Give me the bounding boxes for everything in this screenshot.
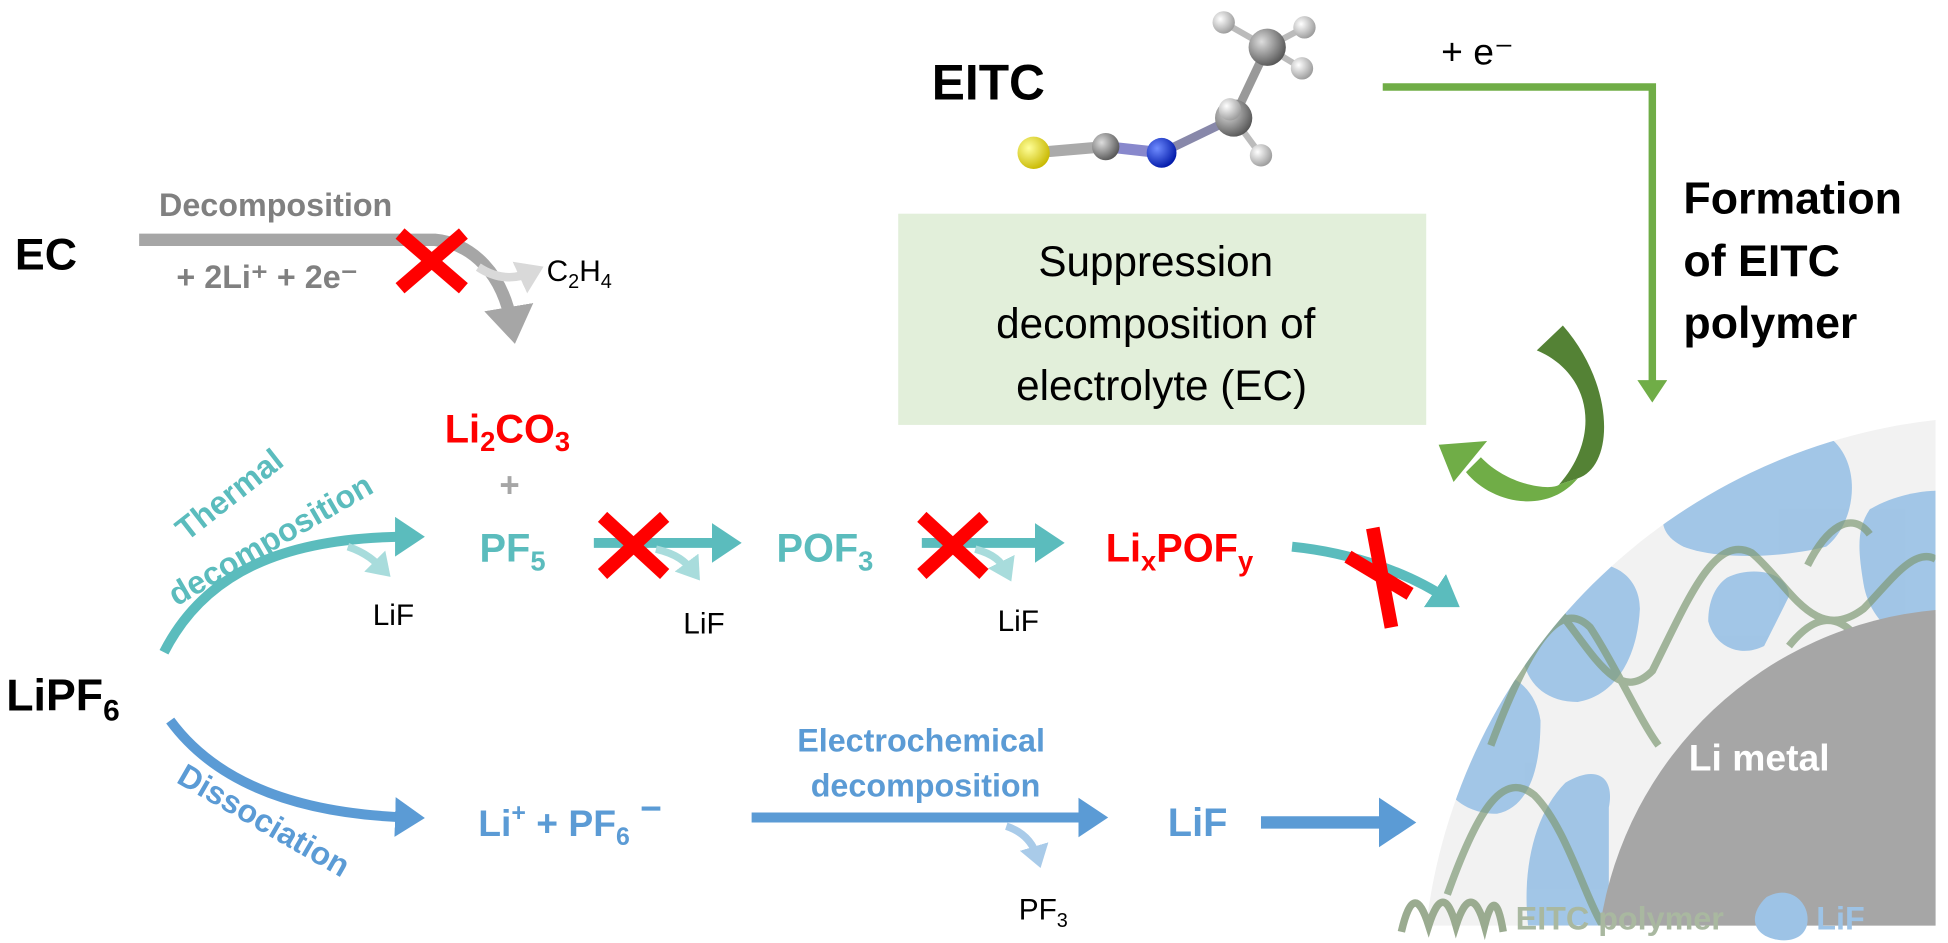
lif-branch-arrow-2: [655, 545, 700, 581]
pf3-label: PF3: [1019, 893, 1068, 931]
thermal-arrow: [159, 516, 425, 655]
blocked-x-icon: [917, 511, 989, 580]
suppression-text: Suppression decomposition of electrolyte…: [996, 238, 1327, 409]
eitc-molecule-icon: [1017, 11, 1316, 169]
eitc-label: EITC: [932, 54, 1045, 110]
li-pf6-ions-label: Li+ + PF6 −: [478, 787, 662, 851]
pf3-branch-arrow: [1004, 822, 1049, 868]
suppression-box: [898, 213, 1427, 425]
lipf6-label: LiPF6: [6, 672, 119, 728]
formation-label: Formation of EITC polymer: [1683, 175, 1914, 348]
ec-decomposition-arrow: [139, 233, 534, 344]
lixpofy-label: LixPOFy: [1106, 527, 1254, 577]
li-metal-label: Li metal: [1689, 736, 1830, 778]
c2h4-label: C2H4: [547, 255, 612, 293]
li2co3-label: Li2CO3: [445, 407, 570, 457]
electron-arrow: [1382, 83, 1668, 403]
lif-branch-arrow-3: [974, 545, 1015, 582]
sei-layer: [1426, 419, 1936, 926]
plus-label: +: [499, 467, 519, 505]
pof3-label: POF3: [776, 527, 873, 577]
ec-reagents-label: + 2Li⁺ + 2e⁻: [176, 259, 357, 295]
blocked-x-icon: [597, 511, 670, 580]
pf5-label: PF5: [480, 527, 546, 577]
suppression-curved-arrow: [1438, 325, 1605, 502]
electrochemical-label: Electrochemical decomposition: [797, 723, 1054, 804]
ec-decomposition-label: Decomposition: [159, 187, 392, 223]
lif-branch-arrow-1: [346, 543, 391, 577]
lif-byproduct-3: LiF: [998, 605, 1039, 638]
polymer-legend-icon: [1397, 898, 1507, 941]
lif-byproduct-1: LiF: [373, 599, 414, 632]
dissociation-arrow: [166, 717, 425, 837]
blocked-x-icon: [1344, 526, 1414, 629]
legend-polymer-label: EITC polymer: [1516, 900, 1725, 936]
eitc-polymer-chains: [1443, 519, 1936, 926]
legend-lif-label: LiF: [1816, 900, 1864, 936]
li-metal: [1600, 610, 1936, 926]
lif-product-label: LiF: [1168, 801, 1228, 845]
c2h4-branch-arrow: [475, 261, 544, 294]
lif-legend-icon: [1754, 892, 1808, 941]
electron-label: + e⁻: [1441, 31, 1514, 73]
dissociation-label: Dissociation: [172, 757, 356, 884]
blocked-x-icon: [395, 228, 468, 294]
ec-label: EC: [15, 231, 77, 280]
lif-byproduct-2: LiF: [683, 608, 724, 641]
